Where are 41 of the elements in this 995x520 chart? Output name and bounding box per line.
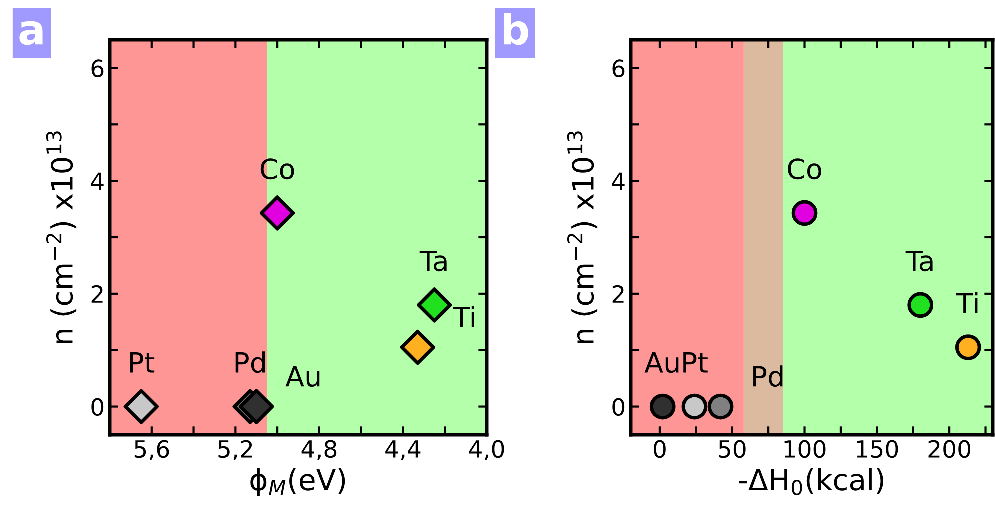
x-tick-label: 150 (857, 440, 898, 458)
text: b (504, 13, 528, 46)
x-tick-label: 4,0 (469, 440, 504, 461)
x-tick-label: 200 (928, 440, 971, 458)
point (124, 389, 159, 424)
x-tick-label: 100 (784, 440, 826, 458)
x-tick-label: 0 (654, 440, 666, 458)
y-tick-label: 6 (92, 60, 104, 78)
y-tick-label: 0 (612, 398, 625, 416)
y-axis-title: n (cm$^{−2}$) x10$^{13}$ (46, 132, 77, 344)
annotation: Pd (754, 366, 783, 388)
point (400, 330, 436, 366)
x-tick-label: 4,4 (386, 440, 421, 461)
point (417, 288, 452, 323)
y-axis-title: n (cm$^{−2}$) x10$^{13}$ (567, 132, 598, 344)
y-tick-label: 0 (92, 398, 104, 416)
x-tick-label: 5,2 (218, 440, 252, 461)
annotation: Ta (420, 250, 447, 272)
annotation: Pt (684, 352, 708, 373)
annotation: Ti (453, 306, 474, 328)
x-tick-label: 50 (719, 440, 746, 458)
x-tick-label: 5,6 (134, 440, 170, 461)
annotation: Au (644, 352, 679, 374)
y-tick-label: 4 (612, 172, 625, 190)
annotation: Co (260, 158, 294, 180)
x-tick-label: 4,8 (302, 440, 337, 461)
x-axis-title: ϕ$_{M}$(eV) (250, 468, 346, 496)
annotation: Pt (130, 352, 155, 373)
y-tick-label: 4 (91, 172, 104, 190)
annotation: Au (286, 366, 320, 388)
y-tick-label: 6 (612, 60, 625, 78)
annotation: Ti (956, 292, 978, 314)
x-axis-title: -ΔH$_{0}$(kcal) (739, 468, 884, 496)
text: a (20, 21, 43, 46)
annotation: Pd (236, 352, 265, 374)
y-tick-label: 2 (612, 285, 624, 303)
annotation: Co (788, 158, 822, 180)
annotation: Ta (906, 250, 933, 272)
point (260, 196, 296, 231)
y-tick-label: 2 (92, 285, 103, 303)
point (239, 389, 274, 424)
